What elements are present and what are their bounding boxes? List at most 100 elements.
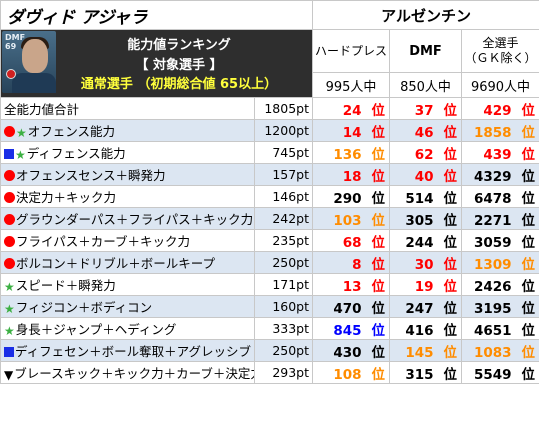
- rank-value: 68: [342, 234, 362, 251]
- stat-label-text: 身長＋ジャンプ＋ヘディング: [15, 322, 177, 337]
- rank-position: 416 位: [389, 317, 463, 340]
- offense-dot-icon: [4, 214, 15, 225]
- rank-playstyle: 108 位: [312, 361, 391, 384]
- star-icon: ★: [16, 126, 27, 140]
- rank-unit: 位: [371, 322, 386, 339]
- stat-points: 333pt: [253, 317, 314, 340]
- rank-unit: 位: [521, 168, 536, 185]
- rank-all: 3059 位: [461, 229, 539, 252]
- star-icon: ★: [15, 148, 26, 162]
- offense-dot-icon: [4, 170, 15, 181]
- rank-unit: 位: [443, 102, 458, 119]
- table-row: ★フィジコン＋ボディコン 160pt 470 位 247 位 3195 位: [0, 295, 539, 318]
- rank-value: 37: [414, 102, 434, 119]
- rank-unit: 位: [521, 278, 536, 295]
- rank-unit: 位: [521, 344, 536, 361]
- stat-label: ボルコン＋ドリブル＋ボールキープ: [0, 251, 255, 274]
- stat-points: 1805pt: [253, 97, 314, 120]
- rank-position: 37 位: [389, 97, 463, 120]
- player-card-image: DMF 69: [2, 31, 56, 93]
- rank-unit: 位: [371, 102, 386, 119]
- stat-label: 全能力値合計: [0, 97, 255, 120]
- table-row: ★オフェンス能力 1200pt 14 位 46 位 1858 位: [0, 119, 539, 142]
- table-row: ★ディフェンス能力 745pt 136 位 62 位 439 位: [0, 141, 539, 164]
- rank-unit: 位: [443, 300, 458, 317]
- rank-value: 3195: [473, 300, 512, 317]
- rank-position: 46 位: [389, 119, 463, 142]
- rank-value: 136: [333, 146, 362, 163]
- rank-value: 1858: [473, 124, 512, 141]
- rank-unit: 位: [371, 234, 386, 251]
- rank-all: 2271 位: [461, 207, 539, 230]
- defense-square-icon: [4, 347, 14, 357]
- stat-label: ★ディフェンス能力: [0, 141, 255, 164]
- table-row: ディフェセン＋ボール奪取＋アグレッシブ 250pt 430 位 145 位 1083 位: [0, 339, 539, 362]
- triangle-down-icon: ▼: [4, 368, 14, 382]
- stat-label-text: グラウンダーパス＋フライパス＋キック力: [16, 212, 254, 227]
- stat-label-text: 全能力値合計: [4, 102, 80, 117]
- rank-position: 247 位: [389, 295, 463, 318]
- rank-value: 30: [414, 256, 434, 273]
- rank-unit: 位: [443, 146, 458, 163]
- table-row: ボルコン＋ドリブル＋ボールキープ 250pt 8 位 30 位 1309 位: [0, 251, 539, 274]
- rank-value: 40: [414, 168, 434, 185]
- rank-value: 430: [333, 344, 362, 361]
- rank-value: 6478: [473, 190, 512, 207]
- stat-label: グラウンダーパス＋フライパス＋キック力: [0, 207, 255, 230]
- table-row: グラウンダーパス＋フライパス＋キック力 242pt 103 位 305 位 2271 位: [0, 207, 539, 230]
- stat-label-text: ディフェセン＋ボール奪取＋アグレッシブ: [15, 344, 252, 359]
- rank-position: 62 位: [389, 141, 463, 164]
- col-header-all: 全選手 （ＧＫ除く）: [461, 29, 539, 73]
- rank-playstyle: 14 位: [312, 119, 391, 142]
- col-header-position: DMF: [389, 29, 463, 73]
- rank-unit: 位: [521, 300, 536, 317]
- rank-unit: 位: [443, 256, 458, 273]
- col-total-playstyle: 995人中: [312, 72, 391, 98]
- rank-unit: 位: [443, 190, 458, 207]
- rank-all: 4651 位: [461, 317, 539, 340]
- stat-label-text: フライパス＋カーブ＋キック力: [16, 234, 191, 249]
- stat-label-text: オフェンス能力: [27, 124, 116, 139]
- stat-label: フライパス＋カーブ＋キック力: [0, 229, 255, 252]
- rank-value: 24: [342, 102, 362, 119]
- rank-value: 315: [405, 366, 434, 383]
- ranking-rows: 全能力値合計 1805pt 24 位 37 位 429 位 ★オフェンス能力 1200pt 14 位 4…: [0, 97, 539, 384]
- rank-value: 46: [414, 124, 434, 141]
- rank-value: 4329: [473, 168, 512, 185]
- stat-points: 146pt: [253, 185, 314, 208]
- rank-position: 19 位: [389, 273, 463, 296]
- flag-icon: [6, 69, 16, 79]
- stat-points: 171pt: [253, 273, 314, 296]
- stat-label-text: オフェンスセンス＋瞬発力: [16, 168, 166, 183]
- rank-value: 62: [414, 146, 434, 163]
- stat-points: 745pt: [253, 141, 314, 164]
- rank-value: 247: [405, 300, 434, 317]
- rank-unit: 位: [443, 212, 458, 229]
- stat-points: 157pt: [253, 163, 314, 186]
- rank-unit: 位: [371, 366, 386, 383]
- rank-playstyle: 430 位: [312, 339, 391, 362]
- star-icon: ★: [4, 302, 15, 316]
- rank-unit: 位: [371, 168, 386, 185]
- rank-position: 305 位: [389, 207, 463, 230]
- rank-unit: 位: [371, 124, 386, 141]
- table-row: ▼ブレースキック＋キック力＋カーブ＋決定力 293pt 108 位 315 位 5549 位: [0, 361, 539, 384]
- table-row: 決定力＋キック力 146pt 290 位 514 位 6478 位: [0, 185, 539, 208]
- stat-label-text: ディフェンス能力: [26, 146, 126, 161]
- rank-unit: 位: [443, 234, 458, 251]
- player-shirt: [12, 73, 56, 93]
- rank-value: 1083: [473, 344, 512, 361]
- rank-all: 1083 位: [461, 339, 539, 362]
- rank-value: 3059: [473, 234, 512, 251]
- ranking-subject: 【 対象選手 】: [135, 58, 223, 73]
- table-row: オフェンスセンス＋瞬発力 157pt 18 位 40 位 4329 位: [0, 163, 539, 186]
- stat-label: 決定力＋キック力: [0, 185, 255, 208]
- rank-unit: 位: [443, 124, 458, 141]
- rank-value: 108: [333, 366, 362, 383]
- stat-label-text: フィジコン＋ボディコン: [15, 300, 153, 315]
- rank-value: 1309: [473, 256, 512, 273]
- team-name: アルゼンチン: [312, 0, 539, 30]
- stat-label: ★フィジコン＋ボディコン: [0, 295, 255, 318]
- rank-all: 439 位: [461, 141, 539, 164]
